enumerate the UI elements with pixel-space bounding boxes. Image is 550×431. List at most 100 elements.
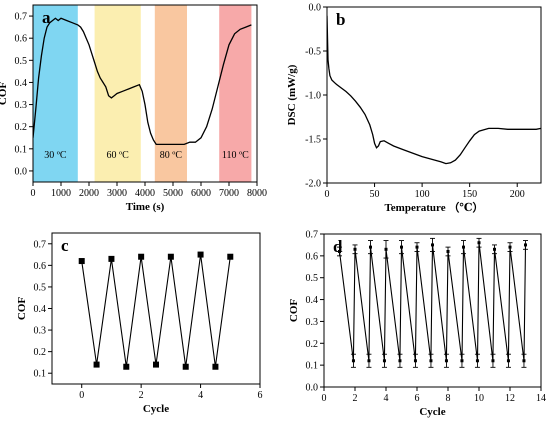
data-point (182, 363, 189, 370)
data-point (197, 251, 204, 258)
y-tick-label: 0.1 (15, 144, 28, 155)
y-tick-label: 0.4 (34, 304, 47, 315)
y-axis-label: COF (0, 82, 9, 106)
series-line (327, 15, 541, 165)
y-tick-label: 0.7 (34, 239, 47, 250)
y-tick-label: 0.5 (15, 56, 28, 67)
y-axis-label: COF (16, 297, 28, 321)
temperature-band (154, 5, 187, 182)
data-point (493, 247, 496, 251)
panel-a: 30 ºC 60 ºC 80 ºC 110 ºC 0 1000 2000 3000 4000 50… (0, 4, 267, 213)
data-point (227, 253, 234, 260)
y-tick-label: 0.5 (34, 282, 47, 293)
x-axis-label: Cycle (143, 403, 169, 415)
data-point (153, 361, 159, 368)
y-tick-label: 0.7 (306, 230, 319, 241)
panel-label: d (333, 237, 343, 256)
x-tick-label: 0 (325, 189, 330, 200)
y-tick-label: 0.0 (306, 383, 319, 394)
data-point (167, 253, 174, 260)
y-tick-label: 0.3 (15, 100, 28, 111)
y-tick-label: 0.2 (34, 347, 47, 358)
series-line (338, 242, 527, 361)
y-tick-label: 0.6 (34, 261, 47, 272)
y-axis-label: DSC (mW/g) (286, 64, 298, 125)
y-tick-label: 0.3 (34, 326, 47, 337)
data-point (460, 359, 464, 363)
data-point (353, 247, 357, 251)
data-point (351, 359, 355, 363)
y-tick-label: 0.6 (15, 34, 28, 45)
data-point (429, 359, 433, 363)
x-tick-label: 100 (415, 189, 430, 200)
y-tick-label: -1.0 (305, 91, 321, 102)
x-tick-label: 6000 (191, 188, 211, 199)
panel-label: a (42, 8, 51, 27)
y-tick-label: 0.4 (306, 295, 319, 306)
data-point (415, 245, 419, 249)
y-tick-label: 0.6 (306, 251, 319, 262)
panel-d: 0 2 4 6 8 10 12 14 0.0 0.1 0.2 0.3 0.4 0.5 0.6 0.7 Cycle… (288, 230, 546, 419)
x-tick-label: 2 (353, 393, 358, 404)
x-tick-label: 6 (258, 390, 263, 401)
x-tick-label: 3000 (107, 188, 127, 199)
temperature-band (33, 5, 78, 182)
plot-frame (326, 6, 542, 184)
x-tick-label: 10 (474, 393, 484, 404)
series-line (81, 254, 231, 367)
data-point (123, 363, 130, 370)
y-tick-label: -1.5 (305, 135, 321, 146)
x-tick-label: 7000 (219, 188, 239, 199)
data-point (446, 249, 450, 253)
y-tick-label: 0.0 (309, 3, 322, 14)
x-axis-label: Temperature （℃） (384, 201, 483, 214)
data-point (212, 363, 219, 370)
data-point (477, 241, 481, 245)
x-axis-label: Time (s) (126, 201, 165, 213)
panel-b: 0 50 100 150 200 0.0 -0.5 -1.0 -1.5 -2.0 Temperatu… (286, 3, 542, 214)
y-tick-label: 0.4 (15, 78, 28, 89)
temperature-band (219, 5, 252, 182)
x-tick-label: 4000 (135, 188, 155, 199)
y-tick-label: 0.3 (306, 317, 319, 328)
x-tick-label: 4 (384, 393, 389, 404)
x-tick-label: 6 (415, 393, 420, 404)
y-tick-label: 0.7 (15, 12, 28, 23)
data-point (369, 245, 372, 249)
data-point (382, 359, 386, 363)
series-line (33, 17, 252, 146)
data-point (398, 359, 402, 363)
data-point (491, 359, 495, 363)
x-tick-label: 1000 (51, 188, 71, 199)
x-tick-label: 0 (31, 188, 36, 199)
data-point (462, 245, 465, 249)
data-point (522, 359, 526, 363)
y-tick-label: -0.5 (305, 47, 321, 58)
x-tick-label: 8000 (247, 188, 267, 199)
panel-label: b (336, 10, 345, 29)
x-tick-label: 14 (536, 393, 546, 404)
data-point (384, 247, 388, 251)
data-point (413, 359, 417, 363)
data-point (93, 361, 100, 368)
x-tick-label: 2 (139, 390, 144, 401)
x-tick-label: 8 (446, 393, 451, 404)
x-tick-label: 5000 (163, 188, 183, 199)
data-point (431, 243, 434, 247)
band-label: 30 ºC (44, 150, 67, 161)
x-axis-label: Cycle (419, 406, 445, 418)
x-tick-label: 200 (510, 189, 525, 200)
x-tick-label: 4 (198, 390, 203, 401)
band-label: 110 ºC (222, 150, 249, 161)
band-label: 80 ºC (160, 150, 183, 161)
y-tick-label: 0.1 (34, 369, 47, 380)
data-point (506, 359, 510, 363)
panel-c: 0 2 4 6 0.1 0.2 0.3 0.4 0.5 0.6 0.7 Cycle COF c (16, 232, 263, 415)
y-tick-label: -2.0 (305, 179, 321, 190)
band-label: 60 ºC (107, 150, 130, 161)
plot-frame (323, 233, 542, 388)
data-point (524, 243, 527, 247)
x-tick-label: 50 (370, 189, 380, 200)
data-point (400, 245, 403, 249)
